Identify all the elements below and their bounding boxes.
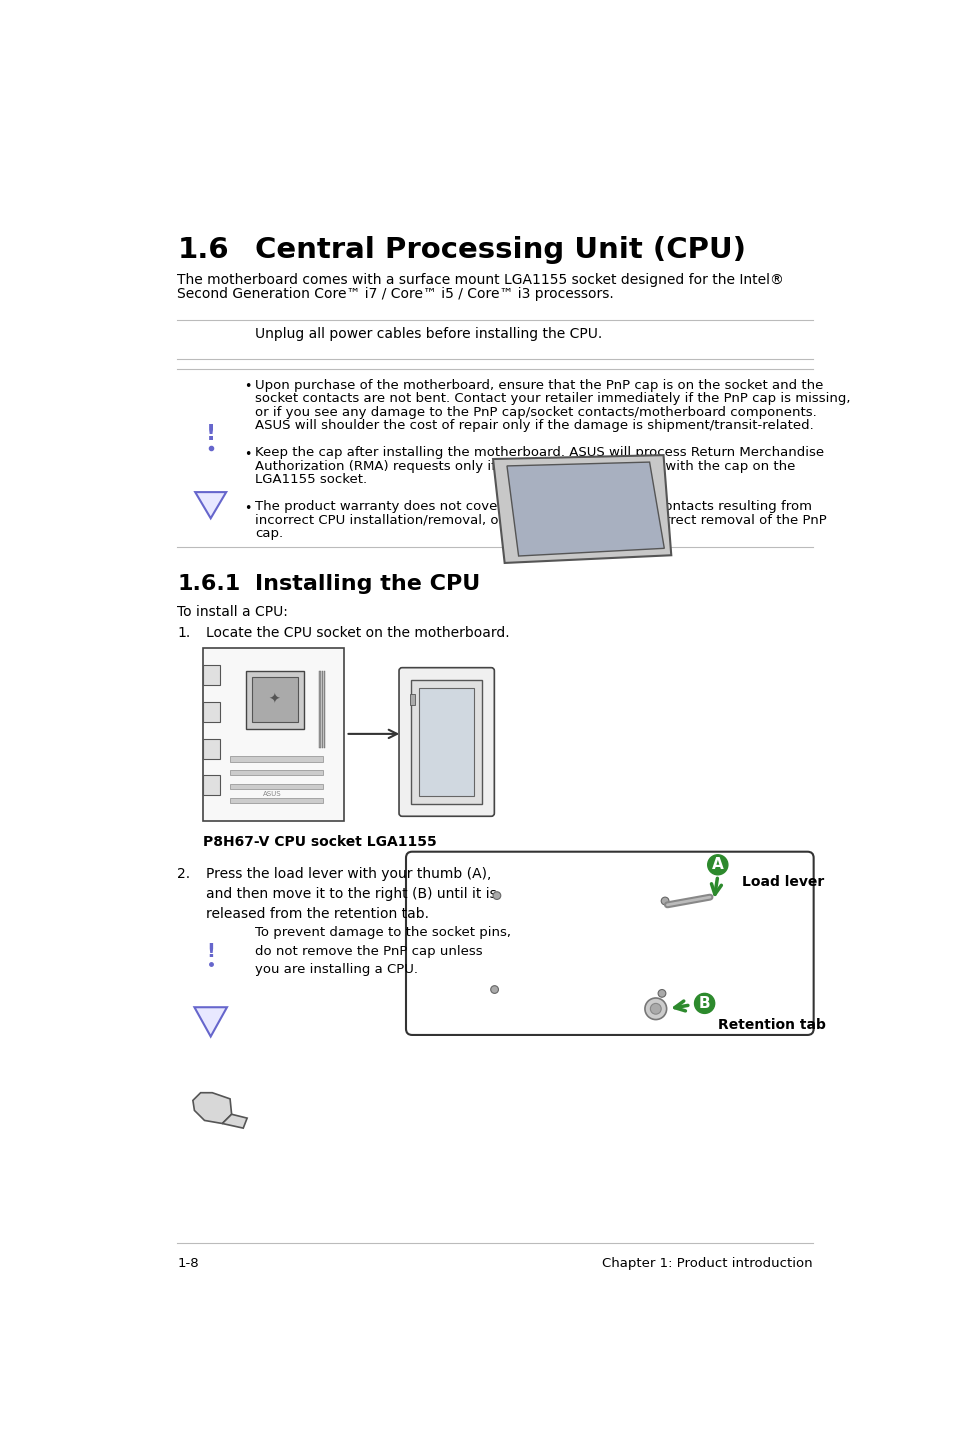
Text: The motherboard comes with a surface mount LGA1155 socket designed for the Intel: The motherboard comes with a surface mou…: [177, 273, 783, 286]
Circle shape: [650, 1004, 660, 1014]
Text: Upon purchase of the motherboard, ensure that the PnP cap is on the socket and t: Upon purchase of the motherboard, ensure…: [254, 380, 822, 393]
Bar: [411, 680, 481, 804]
Bar: [230, 798, 323, 804]
Text: •: •: [244, 447, 252, 460]
Text: P8H67-V CPU socket LGA1155: P8H67-V CPU socket LGA1155: [203, 835, 436, 848]
Circle shape: [490, 985, 497, 994]
Circle shape: [707, 854, 727, 874]
Text: Keep the cap after installing the motherboard. ASUS will process Return Merchand: Keep the cap after installing the mother…: [254, 446, 823, 459]
Bar: [203, 739, 220, 758]
Text: ✦: ✦: [268, 692, 280, 706]
Text: Retention tab: Retention tab: [718, 1018, 825, 1032]
Circle shape: [493, 892, 500, 899]
Text: •: •: [244, 502, 252, 515]
Text: !: !: [206, 424, 215, 444]
Circle shape: [658, 989, 665, 997]
Text: Second Generation Core™ i7 / Core™ i5 / Core™ i3 processors.: Second Generation Core™ i7 / Core™ i5 / …: [177, 286, 614, 301]
Text: Load lever: Load lever: [740, 874, 823, 889]
Text: ASUS will shoulder the cost of repair only if the damage is shipment/transit-rel: ASUS will shoulder the cost of repair on…: [254, 420, 813, 433]
Text: 1.6.1: 1.6.1: [177, 574, 240, 594]
Bar: [418, 687, 474, 797]
Bar: [245, 670, 303, 729]
Text: 1.6: 1.6: [177, 236, 229, 263]
Bar: [410, 695, 415, 706]
Text: 1-8: 1-8: [177, 1257, 199, 1270]
Text: socket contacts are not bent. Contact your retailer immediately if the PnP cap i: socket contacts are not bent. Contact yo…: [254, 393, 849, 406]
Text: !: !: [206, 942, 215, 961]
FancyBboxPatch shape: [406, 851, 813, 1035]
Bar: [203, 702, 220, 722]
Bar: [321, 670, 323, 748]
Circle shape: [660, 897, 668, 905]
Text: 2.: 2.: [177, 867, 191, 881]
Bar: [203, 647, 344, 821]
Text: ASUS: ASUS: [263, 791, 282, 797]
Text: Authorization (RMA) requests only if the motherboard comes with the cap on the: Authorization (RMA) requests only if the…: [254, 460, 795, 473]
Bar: [230, 771, 323, 775]
Text: Installing the CPU: Installing the CPU: [254, 574, 479, 594]
Text: or if you see any damage to the PnP cap/socket contacts/motherboard components.: or if you see any damage to the PnP cap/…: [254, 406, 816, 418]
FancyBboxPatch shape: [398, 667, 494, 817]
Polygon shape: [493, 456, 671, 562]
Bar: [203, 775, 220, 795]
Text: Press the load lever with your thumb (A),
and then move it to the right (B) unti: Press the load lever with your thumb (A)…: [206, 867, 497, 922]
Polygon shape: [193, 1093, 232, 1123]
Text: Central Processing Unit (CPU): Central Processing Unit (CPU): [254, 236, 745, 263]
Text: 1.: 1.: [177, 626, 191, 640]
Text: Locate the CPU socket on the motherboard.: Locate the CPU socket on the motherboard…: [206, 626, 509, 640]
Bar: [323, 670, 325, 748]
Bar: [203, 664, 220, 684]
Text: Unplug all power cables before installing the CPU.: Unplug all power cables before installin…: [254, 326, 601, 341]
Bar: [230, 784, 323, 789]
Text: Chapter 1: Product introduction: Chapter 1: Product introduction: [601, 1257, 812, 1270]
Text: B: B: [698, 997, 710, 1011]
Text: To install a CPU:: To install a CPU:: [177, 604, 288, 618]
Polygon shape: [222, 1114, 247, 1129]
Bar: [252, 677, 297, 722]
Text: LGA1155 socket.: LGA1155 socket.: [254, 473, 367, 486]
Bar: [319, 670, 320, 748]
Text: incorrect CPU installation/removal, or misplacement/loss/incorrect removal of th: incorrect CPU installation/removal, or m…: [254, 513, 825, 526]
Bar: [230, 756, 323, 762]
Polygon shape: [195, 492, 226, 518]
Polygon shape: [506, 462, 663, 557]
Text: The product warranty does not cover damage to the socket contacts resulting from: The product warranty does not cover dama…: [254, 500, 811, 513]
Text: A: A: [711, 857, 723, 873]
Text: To prevent damage to the socket pins,
do not remove the PnP cap unless
you are i: To prevent damage to the socket pins, do…: [254, 926, 511, 976]
Circle shape: [694, 994, 714, 1014]
Text: cap.: cap.: [254, 528, 283, 541]
Text: •: •: [244, 381, 252, 394]
Polygon shape: [194, 1007, 227, 1037]
Circle shape: [644, 998, 666, 1020]
